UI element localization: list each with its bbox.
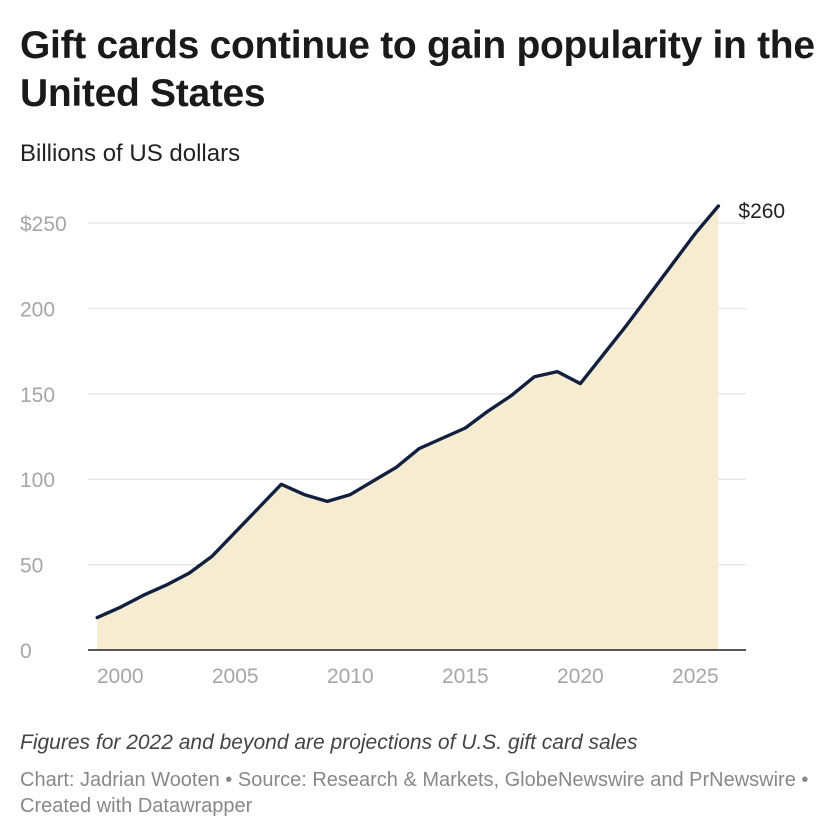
data-point: [280, 483, 283, 486]
end-value-label: $260: [738, 200, 785, 223]
data-point: [533, 375, 536, 378]
data-point: [234, 531, 237, 534]
y-tick-label: 50: [20, 555, 43, 578]
data-point: [418, 447, 421, 450]
chart-title: Gift cards continue to gain popularity i…: [20, 24, 815, 115]
data-point: [579, 382, 582, 385]
data-point: [165, 584, 168, 587]
y-tick-label: 0: [20, 640, 32, 663]
y-tick-label: 100: [20, 469, 55, 492]
area-fill: [97, 206, 719, 650]
data-point: [257, 507, 260, 510]
series-line: [95, 204, 721, 620]
x-tick-label: 2025: [672, 665, 719, 688]
line-layer: [95, 204, 721, 620]
data-point: [188, 572, 191, 575]
data-point: [625, 324, 628, 327]
data-point: [648, 293, 651, 296]
y-tick-label: 150: [20, 384, 55, 407]
x-tick-label: 2015: [442, 665, 489, 688]
data-point: [96, 616, 99, 619]
data-point: [510, 394, 513, 397]
data-point: [119, 606, 122, 609]
chart-credit: Chart: Jadrian Wooten • Source: Research…: [20, 769, 809, 817]
data-point: [303, 493, 306, 496]
data-point: [556, 370, 559, 373]
data-point: [349, 493, 352, 496]
data-point: [717, 205, 720, 208]
x-tick-label: 2005: [212, 665, 259, 688]
data-point: [326, 500, 329, 503]
data-point: [211, 555, 214, 558]
x-tick-label: 2000: [97, 665, 144, 688]
data-point: [487, 409, 490, 412]
area-layer: [97, 206, 719, 650]
chart-note: Figures for 2022 and beyond are projecti…: [20, 731, 638, 754]
data-point: [464, 427, 467, 430]
data-point: [142, 594, 145, 597]
x-tick-label: 2020: [557, 665, 604, 688]
tick-labels: 0 50 100 150 200 $250 2000 2005 2010 2015 2020 2025…: [20, 200, 785, 688]
data-point: [441, 437, 444, 440]
y-tick-label: 200: [20, 298, 55, 321]
data-point: [602, 353, 605, 356]
data-point: [395, 466, 398, 469]
chart-subtitle: Billions of US dollars: [20, 140, 241, 167]
data-point: [372, 479, 375, 482]
y-tick-label: $250: [20, 213, 67, 236]
data-point: [671, 263, 674, 266]
x-tick-label: 2010: [327, 665, 374, 688]
data-point: [694, 232, 697, 235]
